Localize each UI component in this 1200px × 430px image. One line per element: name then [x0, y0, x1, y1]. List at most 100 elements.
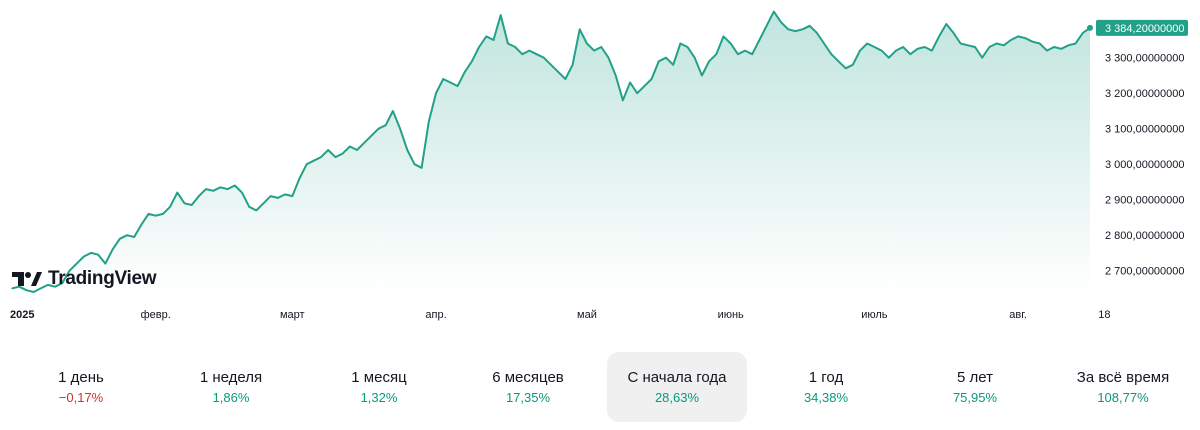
- data-point: [622, 99, 624, 101]
- data-point: [25, 289, 27, 291]
- last-value-label: 3 384,20000000: [1105, 23, 1185, 35]
- data-point: [191, 204, 193, 206]
- period-button[interactable]: 6 месяцев 17,35%: [458, 352, 598, 422]
- data-point: [385, 124, 387, 126]
- data-point: [866, 42, 868, 45]
- data-point: [18, 286, 20, 288]
- data-point: [809, 25, 811, 27]
- data-point: [996, 42, 998, 45]
- data-point: [766, 25, 768, 27]
- data-point: [636, 92, 638, 94]
- data-point: [945, 23, 947, 25]
- data-point: [435, 92, 437, 94]
- data-point: [873, 46, 876, 48]
- data-point: [794, 30, 796, 32]
- data-point: [392, 110, 394, 112]
- tradingview-logo[interactable]: TradingView: [12, 268, 157, 290]
- data-point: [722, 35, 725, 38]
- data-point: [133, 236, 135, 238]
- data-point: [356, 149, 358, 151]
- period-change-value: 17,35%: [505, 390, 551, 405]
- data-point: [888, 57, 890, 59]
- data-point: [306, 163, 308, 165]
- data-point: [730, 42, 732, 45]
- period-button[interactable]: За всё время 108,77%: [1053, 352, 1193, 422]
- data-point: [1039, 42, 1041, 45]
- data-point: [572, 64, 574, 66]
- chart-area-layer: [11, 10, 1093, 293]
- data-point: [140, 224, 142, 226]
- data-point: [183, 202, 186, 204]
- period-button[interactable]: 5 лет 75,95%: [905, 352, 1045, 422]
- data-point: [90, 252, 92, 254]
- data-point: [169, 206, 171, 208]
- data-point: [1031, 41, 1034, 43]
- data-point: [600, 46, 602, 48]
- data-point: [1060, 48, 1062, 50]
- data-point: [1046, 50, 1048, 52]
- data-point: [607, 57, 610, 59]
- data-point: [478, 46, 480, 48]
- tradingview-logo-icon: [12, 272, 42, 286]
- data-point: [845, 67, 847, 69]
- data-point: [1003, 44, 1005, 46]
- y-tick-label: 2 700,00000000: [1105, 266, 1185, 278]
- data-point: [147, 213, 150, 215]
- period-change-value: 108,77%: [1097, 390, 1149, 405]
- data-point: [514, 46, 516, 48]
- period-change-value: 34,38%: [803, 390, 849, 405]
- data-point: [536, 53, 538, 55]
- data-point: [500, 14, 502, 16]
- data-point: [349, 145, 351, 148]
- period-button[interactable]: 1 месяц 1,32%: [309, 352, 449, 422]
- data-point: [938, 35, 940, 38]
- last-point: [1087, 24, 1093, 31]
- period-button[interactable]: 1 день −0,17%: [11, 352, 151, 422]
- data-point: [507, 42, 509, 45]
- data-point: [241, 192, 243, 194]
- data-point: [629, 81, 631, 84]
- period-change-value: 1,32%: [360, 390, 398, 405]
- data-point: [212, 190, 214, 192]
- data-point: [68, 270, 71, 272]
- data-point: [665, 57, 667, 59]
- data-point: [54, 286, 56, 288]
- data-point: [859, 50, 861, 52]
- data-point: [1082, 32, 1084, 34]
- x-tick-label: июнь: [718, 309, 744, 321]
- data-point: [952, 32, 955, 34]
- data-point: [377, 128, 380, 130]
- data-point: [773, 11, 775, 13]
- data-point: [126, 234, 128, 236]
- data-point: [823, 42, 825, 45]
- data-point: [334, 156, 336, 158]
- data-point: [881, 50, 883, 52]
- data-point: [593, 50, 595, 52]
- data-point: [399, 128, 401, 130]
- data-point: [715, 53, 717, 55]
- logo-text: TradingView: [48, 268, 157, 289]
- period-label: 1 неделя: [199, 369, 263, 386]
- data-point: [909, 53, 911, 55]
- data-point: [694, 57, 696, 59]
- period-label: 5 лет: [957, 369, 993, 386]
- data-point: [277, 197, 279, 199]
- period-button[interactable]: С начала года 28,63%: [607, 352, 747, 422]
- period-label: С начала года: [627, 369, 727, 386]
- data-point: [284, 193, 286, 195]
- y-tick-label: 3 100,00000000: [1105, 124, 1185, 136]
- data-point: [298, 177, 301, 179]
- data-point: [543, 57, 545, 59]
- price-chart[interactable]: 3 300,00000000 3 200,00000000 3 100,000000…: [0, 0, 1200, 330]
- period-button[interactable]: 1 год 34,38%: [756, 352, 896, 422]
- period-button[interactable]: 1 неделя 1,86%: [161, 352, 301, 422]
- data-point: [787, 28, 789, 30]
- data-point: [801, 28, 804, 30]
- data-point: [701, 74, 703, 77]
- data-point: [658, 60, 660, 62]
- data-point: [895, 50, 897, 52]
- data-point: [615, 74, 617, 77]
- data-point: [586, 42, 588, 45]
- data-point: [104, 263, 106, 265]
- x-tick-label: май: [577, 309, 597, 321]
